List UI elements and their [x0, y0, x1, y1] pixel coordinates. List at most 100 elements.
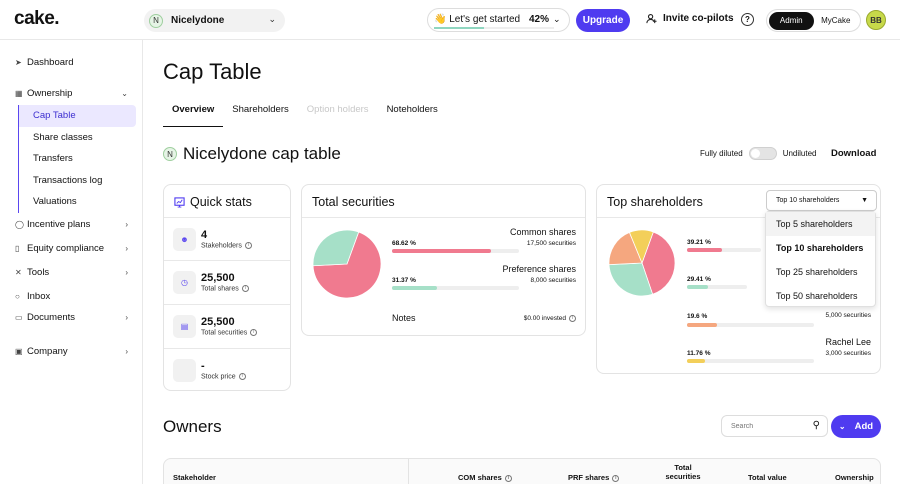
security-name: Notes: [392, 313, 416, 323]
user-avatar[interactable]: BB: [866, 10, 886, 30]
chevron-down-icon: ⌄: [553, 14, 561, 24]
sidebar: ➤ Dashboard ▦ Ownership ⌄ Cap Table Shar…: [0, 40, 143, 484]
select-value: Top 10 shareholders: [776, 197, 840, 204]
shareholder-count: 5,000 securities: [825, 312, 871, 319]
chevron-right-icon[interactable]: ›: [125, 347, 128, 356]
option-top-5[interactable]: Top 5 shareholders: [766, 212, 875, 236]
info-icon[interactable]: i: [244, 242, 252, 249]
ownership-submenu: Cap Table Share classes Transfers Transa…: [18, 105, 136, 213]
tab-shareholders[interactable]: Shareholders: [232, 104, 289, 115]
info-icon[interactable]: i: [250, 329, 258, 336]
owners-title: Owners: [163, 417, 222, 436]
chevron-right-icon[interactable]: ›: [125, 313, 128, 322]
column-stakeholder[interactable]: Stakeholder: [173, 473, 216, 482]
option-top-50[interactable]: Top 50 shareholders: [776, 291, 858, 301]
price-icon: [173, 359, 196, 382]
download-button[interactable]: Download: [831, 148, 877, 159]
info-icon[interactable]: i: [238, 373, 246, 380]
shareholder-slice-3[interactable]: [628, 229, 654, 265]
add-owner-button[interactable]: ⌄ Add: [831, 415, 881, 438]
people-icon: ◯: [15, 220, 24, 229]
help-icon[interactable]: ?: [741, 13, 754, 26]
divider: [597, 217, 880, 218]
option-top-25[interactable]: Top 25 shareholders: [776, 267, 858, 277]
chevron-right-icon[interactable]: ›: [125, 244, 128, 253]
get-started-progress[interactable]: 👋 Let's get started 42% ⌄: [427, 8, 570, 32]
option-top-10[interactable]: Top 10 shareholders: [776, 243, 864, 253]
sidebar-item-transactions-log[interactable]: Transactions log: [33, 174, 103, 186]
security-count: 8,000 securities: [530, 277, 576, 284]
sidebar-item-label: Dashboard: [27, 57, 74, 68]
stat-label: Stock price i: [201, 373, 246, 380]
security-row-common: Common shares 17,500 securities 68.62 %: [392, 227, 576, 257]
security-percent: 31.37 %: [392, 277, 416, 284]
shareholder-percent: 19.6 %: [687, 313, 708, 320]
top-shareholders-select[interactable]: Top 10 shareholders ▼: [766, 190, 877, 211]
shareholder-name: Rachel Lee: [825, 337, 871, 347]
sidebar-item-inbox[interactable]: ○ Inbox: [15, 291, 50, 302]
tab-noteholders[interactable]: Noteholders: [386, 104, 438, 115]
shareholder-slice-1[interactable]: [608, 262, 654, 297]
column-com-shares[interactable]: COM shares i: [458, 473, 512, 482]
total-securities-pie: [312, 229, 382, 299]
company-selector[interactable]: N Nicelydone ⌄: [144, 9, 285, 32]
owners-search: ⚲: [721, 415, 828, 437]
search-input[interactable]: [722, 416, 807, 436]
divider: [302, 217, 585, 218]
shareholder-bar-fill: [687, 248, 722, 252]
sidebar-item-tools[interactable]: ✕ Tools: [15, 267, 49, 278]
sidebar-item-transfers[interactable]: Transfers: [33, 153, 73, 164]
chevron-right-icon[interactable]: ›: [125, 268, 128, 277]
column-total-securities[interactable]: Total securities: [665, 463, 701, 481]
app-logo[interactable]: cake.: [14, 8, 60, 29]
sidebar-item-equity-compliance[interactable]: ▯ Equity compliance: [15, 243, 104, 254]
info-icon[interactable]: i: [612, 474, 620, 482]
stat-stakeholders: ☻ 4 Stakeholders i: [164, 217, 290, 260]
dilution-switch[interactable]: [748, 147, 777, 160]
info-icon[interactable]: i: [569, 315, 576, 322]
cap-table-title: Nicelydone cap table: [183, 144, 341, 163]
tab-option-holders[interactable]: Option holders: [306, 104, 369, 115]
chevron-down-icon: ⌄: [838, 422, 846, 431]
stat-total-shares: ◷ 25,500 Total shares i: [164, 260, 290, 304]
column-prf-shares[interactable]: PRF shares i: [568, 473, 620, 482]
chevron-down-icon[interactable]: ⌄: [121, 89, 128, 98]
cap-table-heading: N Nicelydone cap table: [163, 144, 341, 164]
tools-icon: ✕: [15, 268, 22, 277]
shareholder-slice-2[interactable]: [608, 231, 643, 266]
sidebar-item-valuations[interactable]: Valuations: [33, 196, 77, 207]
sidebar-item-company[interactable]: ▣ Company: [15, 346, 68, 357]
security-row-notes: Notes $0.00 invested i: [392, 313, 576, 331]
top-shareholders-pie: [608, 229, 676, 297]
column-total-value[interactable]: Total value: [748, 473, 787, 482]
role-mycake[interactable]: MyCake: [821, 15, 851, 25]
role-admin[interactable]: Admin: [769, 11, 814, 30]
company-name: Nicelydone: [171, 15, 225, 26]
securities-slice-1[interactable]: [312, 229, 360, 267]
sidebar-item-ownership[interactable]: ▦ Ownership: [15, 88, 72, 99]
tab-overview[interactable]: Overview: [163, 104, 224, 127]
column-ownership[interactable]: Ownership: [835, 473, 874, 482]
sidebar-item-incentive-plans[interactable]: ◯ Incentive plans: [15, 219, 90, 230]
upgrade-button[interactable]: Upgrade: [576, 9, 630, 32]
shareholder-percent: 39.21 %: [687, 239, 711, 246]
securities-slice-0[interactable]: [312, 231, 382, 299]
search-icon[interactable]: ⚲: [812, 420, 820, 431]
role-toggle: Admin MyCake: [766, 9, 861, 32]
dilution-toggle: Fully diluted Undiluted: [700, 147, 817, 160]
sidebar-item-cap-table[interactable]: Cap Table: [19, 105, 136, 127]
stat-value: 25,500: [201, 316, 235, 328]
shareholder-slice-0[interactable]: [641, 231, 676, 295]
shareholder-percent: 29.41 %: [687, 276, 711, 283]
sidebar-item-documents[interactable]: ▭ Documents: [15, 312, 75, 323]
info-icon[interactable]: i: [241, 285, 249, 292]
sidebar-item-dashboard[interactable]: ➤ Dashboard: [15, 57, 73, 68]
caret-down-icon: ▼: [861, 197, 868, 204]
sidebar-item-label: Incentive plans: [27, 219, 91, 230]
sidebar-item-label: Inbox: [27, 291, 51, 302]
add-label: Add: [854, 421, 874, 432]
invite-copilots-button[interactable]: Invite co-pilots: [646, 13, 734, 24]
chevron-right-icon[interactable]: ›: [125, 220, 128, 229]
info-icon[interactable]: i: [504, 474, 512, 482]
sidebar-item-share-classes[interactable]: Share classes: [33, 131, 93, 143]
